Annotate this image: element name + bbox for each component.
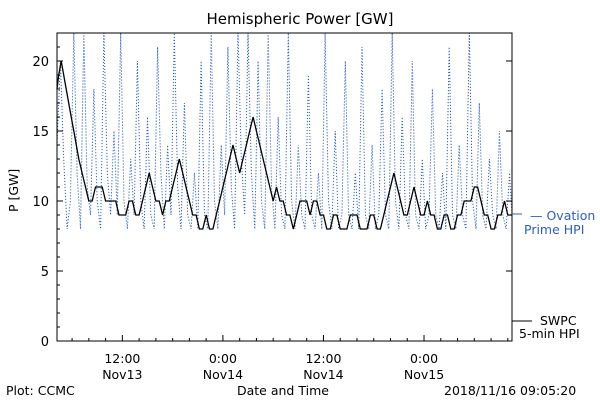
x-tick-label: 12:00 (305, 351, 341, 366)
plot-credit: Plot: CCMC (6, 383, 75, 398)
x-tick-label: 0:00 (410, 351, 438, 366)
series-line-swpc (56, 60, 512, 230)
y-tick-label: 20 (32, 55, 49, 70)
series-line-ovation (56, 32, 513, 230)
legend-swpc-label: SWPC (540, 313, 577, 328)
legend-ovation-label-2: Prime HPI (524, 222, 585, 237)
x-tick-date-label: Nov15 (404, 367, 444, 382)
x-tick-date-label: Nov13 (102, 367, 142, 382)
chart-title: Hemispheric Power [GW] (206, 10, 394, 28)
x-tick-date-label: Nov14 (203, 367, 243, 382)
x-axis-label: Date and Time (237, 383, 329, 398)
y-tick-label: 10 (32, 195, 49, 210)
x-tick-label: 12:00 (104, 351, 140, 366)
plot-timestamp: 2018/11/16 09:05:20 (444, 383, 577, 398)
legend-swpc-label-2: 5-min HPI (519, 326, 580, 341)
x-tick-date-label: Nov14 (303, 367, 343, 382)
y-tick-label: 0 (41, 335, 49, 350)
y-tick-label: 15 (32, 125, 49, 140)
x-tick-label: 0:00 (209, 351, 237, 366)
y-axis-label: P [GW] (6, 168, 21, 212)
legend-ovation-label: — Ovation (530, 208, 596, 223)
y-tick-label: 5 (41, 265, 49, 280)
